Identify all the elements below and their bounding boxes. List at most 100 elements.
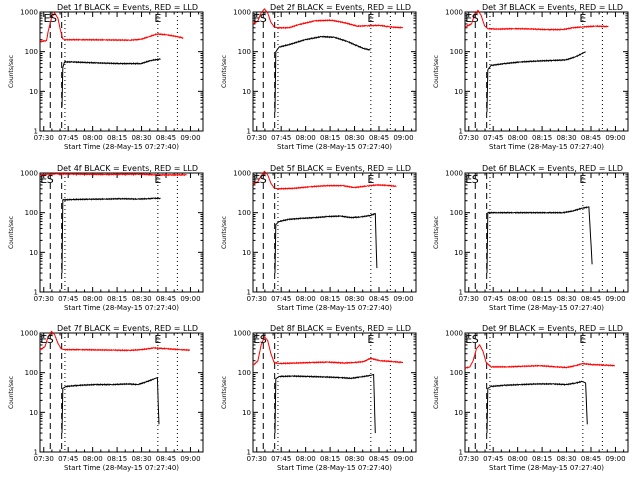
x-tick-label: 08:00	[296, 134, 316, 142]
marker-label: E	[465, 12, 472, 25]
x-tick-label: 08:15	[532, 134, 552, 142]
x-tick-label: 08:15	[320, 295, 340, 303]
y-tick-label: 1	[247, 449, 251, 457]
x-tick-label: 08:45	[369, 134, 389, 142]
marker-label: E	[579, 173, 586, 186]
y-tick-label: 1000	[20, 330, 38, 338]
marker-label: E	[40, 333, 47, 346]
series-events-line	[486, 380, 588, 434]
x-tick-label: 08:15	[532, 295, 552, 303]
marker-label: E	[465, 173, 472, 186]
x-tick-label: 09:00	[605, 295, 625, 303]
series-events-line	[274, 212, 378, 274]
x-tick-label: 08:45	[156, 134, 176, 142]
marker-label: S	[472, 12, 479, 25]
x-tick-label: 09:00	[605, 134, 625, 142]
panel-det-3: Det 3f BLACK = Events, RED = LLD 1 10 100 10…	[433, 3, 629, 151]
series-lld-line	[39, 11, 184, 43]
series-lld-line	[252, 8, 404, 30]
marker-label: E	[367, 333, 374, 346]
y-tick-label: 100	[238, 209, 251, 217]
x-axis-label: Start Time (28-May-15 07:27:40)	[277, 464, 392, 472]
marker-label: E	[40, 173, 47, 186]
marker-label: E	[44, 12, 51, 25]
x-axis-label: Start Time (28-May-15 07:27:40)	[277, 143, 392, 151]
y-axis-label: Counts/sec	[221, 216, 228, 249]
panel-det-9: Det 9f BLACK = Events, RED = LLD 1 10 100 10…	[433, 324, 629, 472]
x-tick-label: 08:30	[556, 295, 576, 303]
panel-title: Det 7f BLACK = Events, RED = LLD	[57, 324, 198, 333]
y-tick-label: 100	[450, 48, 463, 56]
marker-label: E	[154, 12, 161, 25]
x-tick-label: 08:45	[581, 455, 601, 463]
y-tick-label: 10	[29, 88, 38, 96]
x-tick-label: 08:45	[369, 455, 389, 463]
y-axis-label: Counts/sec	[221, 55, 228, 88]
y-tick-label: 1000	[233, 170, 251, 178]
y-tick-label: 10	[242, 88, 251, 96]
marker-label: E	[154, 173, 161, 186]
x-axis-label: Start Time (28-May-15 07:27:40)	[489, 143, 604, 151]
series-events-line	[486, 206, 593, 274]
x-tick-label: 08:45	[369, 295, 389, 303]
x-tick-label: 07:45	[483, 134, 503, 142]
series-lld-line	[464, 9, 609, 32]
x-tick-label: 08:30	[344, 455, 364, 463]
axes-frame	[39, 332, 204, 453]
y-tick-label: 1000	[20, 9, 38, 17]
marker-label: S	[260, 12, 267, 25]
y-tick-label: 100	[25, 369, 38, 377]
x-axis-label: Start Time (28-May-15 07:27:40)	[277, 304, 392, 312]
y-tick-label: 1	[459, 289, 463, 297]
x-tick-label: 08:00	[508, 134, 528, 142]
panel-title: Det 4f BLACK = Events, RED = LLD	[57, 164, 198, 173]
x-tick-label: 08:15	[107, 295, 127, 303]
y-tick-label: 100	[238, 369, 251, 377]
x-tick-label: 08:00	[296, 295, 316, 303]
x-tick-label: 09:00	[180, 134, 200, 142]
x-tick-label: 07:30	[247, 295, 267, 303]
marker-label: S	[260, 173, 267, 186]
y-axis-label: Counts/sec	[8, 376, 15, 409]
x-axis-label: Start Time (28-May-15 07:27:40)	[489, 304, 604, 312]
x-tick-label: 08:15	[532, 455, 552, 463]
y-axis-label: Counts/sec	[433, 376, 440, 409]
y-tick-label: 1	[247, 289, 251, 297]
x-tick-label: 07:45	[58, 455, 78, 463]
x-tick-label: 08:00	[508, 455, 528, 463]
series-events-line	[486, 51, 586, 113]
series-lld-line	[252, 170, 397, 191]
axes-frame	[39, 172, 204, 293]
x-tick-label: 07:30	[247, 455, 267, 463]
y-tick-label: 100	[25, 48, 38, 56]
marker-label: S	[472, 173, 479, 186]
panel-title: Det 1f BLACK = Events, RED = LLD	[57, 3, 198, 12]
y-tick-label: 1	[459, 128, 463, 136]
y-tick-label: 1	[34, 289, 38, 297]
y-tick-label: 1000	[445, 170, 463, 178]
x-axis-label: Start Time (28-May-15 07:27:40)	[489, 464, 604, 472]
x-tick-label: 08:45	[156, 295, 176, 303]
x-tick-label: 08:45	[581, 134, 601, 142]
x-tick-label: 09:00	[180, 295, 200, 303]
y-tick-label: 1000	[233, 330, 251, 338]
y-tick-label: 10	[242, 409, 251, 417]
x-tick-label: 08:30	[344, 134, 364, 142]
series-events-line	[274, 373, 376, 434]
axes-frame	[464, 332, 629, 453]
marker-label: E	[465, 333, 472, 346]
y-tick-label: 1	[34, 449, 38, 457]
y-tick-label: 100	[450, 369, 463, 377]
x-tick-label: 08:30	[556, 455, 576, 463]
axes-frame	[464, 172, 629, 293]
y-tick-label: 10	[29, 409, 38, 417]
x-axis-label: Start Time (28-May-15 07:27:40)	[64, 304, 179, 312]
series-events-line	[61, 197, 161, 274]
y-tick-label: 10	[29, 249, 38, 257]
y-tick-label: 100	[238, 48, 251, 56]
marker-label: S	[50, 12, 57, 25]
y-tick-label: 10	[454, 249, 463, 257]
x-tick-label: 08:00	[83, 134, 103, 142]
panel-det-7: Det 7f BLACK = Events, RED = LLD 1 10 100 10…	[8, 324, 204, 472]
x-tick-label: 07:30	[34, 295, 54, 303]
